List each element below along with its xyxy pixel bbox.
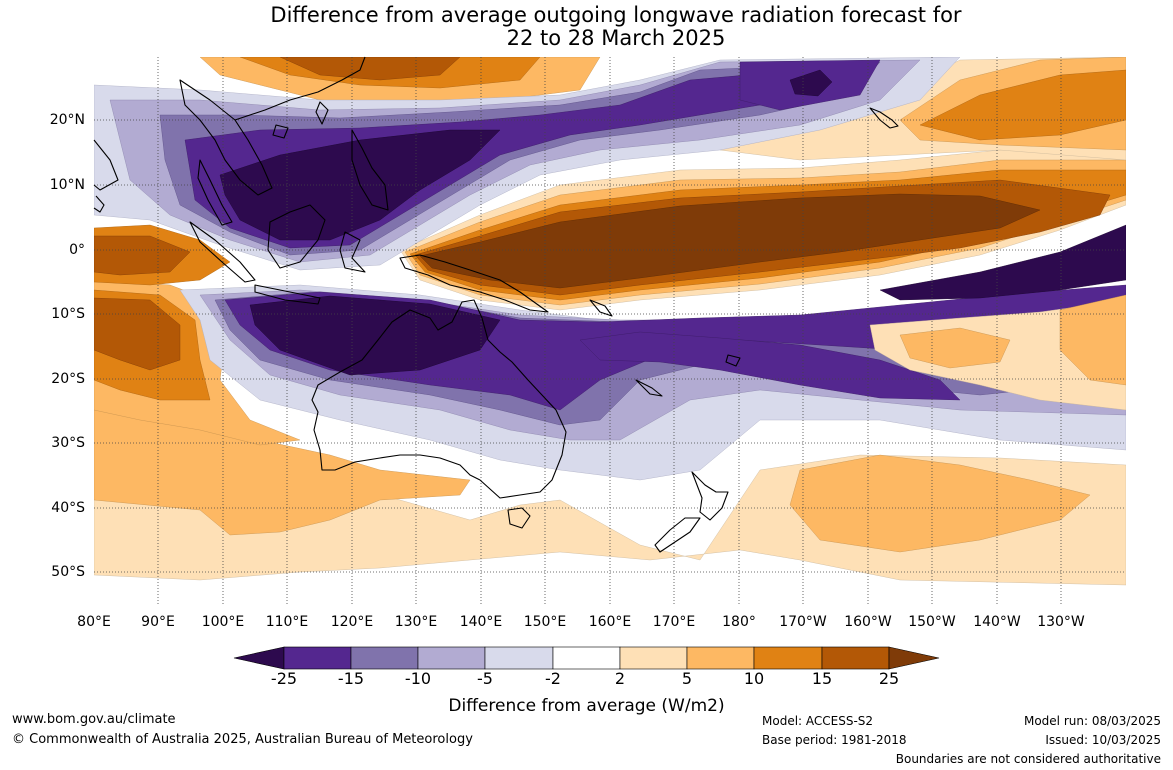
fiji-coastline (725, 354, 741, 367)
title-line-2: 22 to 28 March 2025 (506, 26, 726, 50)
colorbar-tick-label: -5 (477, 669, 493, 688)
lon-label-170e: 170°E (652, 614, 696, 630)
base-period-text: Base period: 1981-2018 (762, 733, 907, 747)
colorbar-band-5 (552, 646, 621, 670)
lon-label-110e: 110°E (265, 614, 309, 630)
java-coastline (254, 284, 321, 305)
lon-label-160e: 160°E (588, 614, 632, 630)
band-hawaii-darkest (789, 69, 833, 97)
sumatra-coastline (189, 221, 256, 283)
lon-label-90e: 90°E (141, 614, 175, 630)
new-caledonia-coastline (635, 379, 663, 397)
colorbar-extend-high (888, 646, 940, 670)
new-zealand-south-coastline (654, 517, 701, 553)
band-spcz-mid (579, 331, 961, 401)
colorbar-band-7 (686, 646, 755, 670)
band-se-pacific-orange (899, 327, 1011, 369)
colorbar-band-8 (753, 646, 823, 670)
disclaimer-text: Boundaries are not considered authoritat… (895, 752, 1161, 766)
colorbar-tick-label: -15 (337, 669, 365, 688)
colorbar-band-1 (283, 646, 352, 670)
band-ne-pacific-dark-orange (919, 69, 1126, 141)
lon-label-140e: 140°E (459, 614, 503, 630)
band-australia-darkest (249, 295, 501, 376)
band-indian-ocean-brown (94, 297, 181, 371)
lon-label-150w: 150°W (908, 614, 956, 630)
lon-label-130e: 130°E (394, 614, 438, 630)
website-link[interactable]: www.bom.gov.au/climate (12, 712, 176, 727)
model-text: Model: ACCESS-S2 (762, 714, 874, 728)
lat-label-0: 0° (69, 242, 85, 258)
colorbar-tick-label: 2 (614, 669, 626, 688)
sulawesi-coastline (339, 231, 366, 273)
new-guinea-coastline (399, 254, 549, 313)
australia-coastline (311, 299, 567, 499)
lat-label-20s: 20°S (51, 371, 85, 387)
colorbar-band-2 (350, 646, 419, 670)
colorbar-tick-label: 15 (811, 669, 833, 688)
lon-label-80e: 80°E (77, 614, 111, 630)
anomaly-map (93, 56, 1126, 605)
colorbar-band-9 (821, 646, 890, 670)
lon-label-160w: 160°W (844, 614, 892, 630)
new-zealand-north-coastline (691, 471, 729, 521)
band-south-orange-east (789, 454, 1091, 553)
colorbar-band-3 (417, 646, 486, 670)
band-equatorial-darkest-brown (419, 193, 1041, 289)
lon-label-120e: 120°E (330, 614, 374, 630)
issued-text: Issued: 10/03/2025 (1045, 733, 1161, 747)
band-nw-brown (279, 57, 461, 81)
lat-label-10s: 10°S (51, 306, 85, 322)
lon-label-140w: 140°W (973, 614, 1021, 630)
lon-label-100e: 100°E (201, 614, 245, 630)
lat-label-30s: 30°S (51, 435, 85, 451)
colorbar-tick-label: -2 (545, 669, 561, 688)
lon-label-150e: 150°E (523, 614, 567, 630)
colorbar-tick-label: 5 (681, 669, 693, 688)
graticule (94, 57, 1126, 605)
lon-label-180: 180° (722, 614, 756, 630)
borneo-coastline (267, 204, 326, 269)
malay-peninsula-coastline (197, 159, 233, 226)
colorbar-band-4 (484, 646, 554, 670)
map-title: Difference from average outgoing longwav… (0, 4, 1173, 50)
colorbar-band-6 (619, 646, 688, 670)
sri-lanka-coastline (93, 195, 105, 213)
lat-label-40s: 40°S (51, 500, 85, 516)
colorbar-title: Difference from average (W/m2) (448, 696, 725, 716)
title-line-1: Difference from average outgoing longwav… (270, 3, 962, 27)
colorbar-tick-label: 25 (878, 669, 900, 688)
model-run-text: Model run: 08/03/2025 (1023, 714, 1161, 728)
philippines-coastline (351, 129, 389, 211)
colorbar-extend-low (233, 646, 285, 670)
band-se-pacific-orange-2 (1059, 294, 1126, 386)
hawaii-coastline (869, 107, 899, 129)
lat-label-10n: 10°N (49, 177, 85, 193)
lon-label-170w: 170°W (779, 614, 827, 630)
india-coastline (93, 139, 119, 191)
lat-label-50s: 50°S (51, 564, 85, 580)
colorbar-tick-label: -25 (270, 669, 298, 688)
taiwan-coastline (315, 101, 329, 125)
band-equatorial-indian-dark (94, 235, 191, 276)
china-coastline (234, 56, 366, 121)
lon-label-130w: 130°W (1037, 614, 1085, 630)
tasmania-coastline (507, 507, 531, 529)
copyright-text: © Commonwealth of Australia 2025, Austra… (12, 732, 473, 747)
hainan-coastline (272, 124, 289, 139)
coastlines (93, 56, 899, 553)
colorbar-tick-label: -10 (404, 669, 432, 688)
colorbar-tick-label: 10 (743, 669, 765, 688)
band-spcz-dark (879, 224, 1126, 301)
lat-label-20n: 20°N (49, 112, 85, 128)
solomon-islands-coastline (589, 299, 613, 317)
